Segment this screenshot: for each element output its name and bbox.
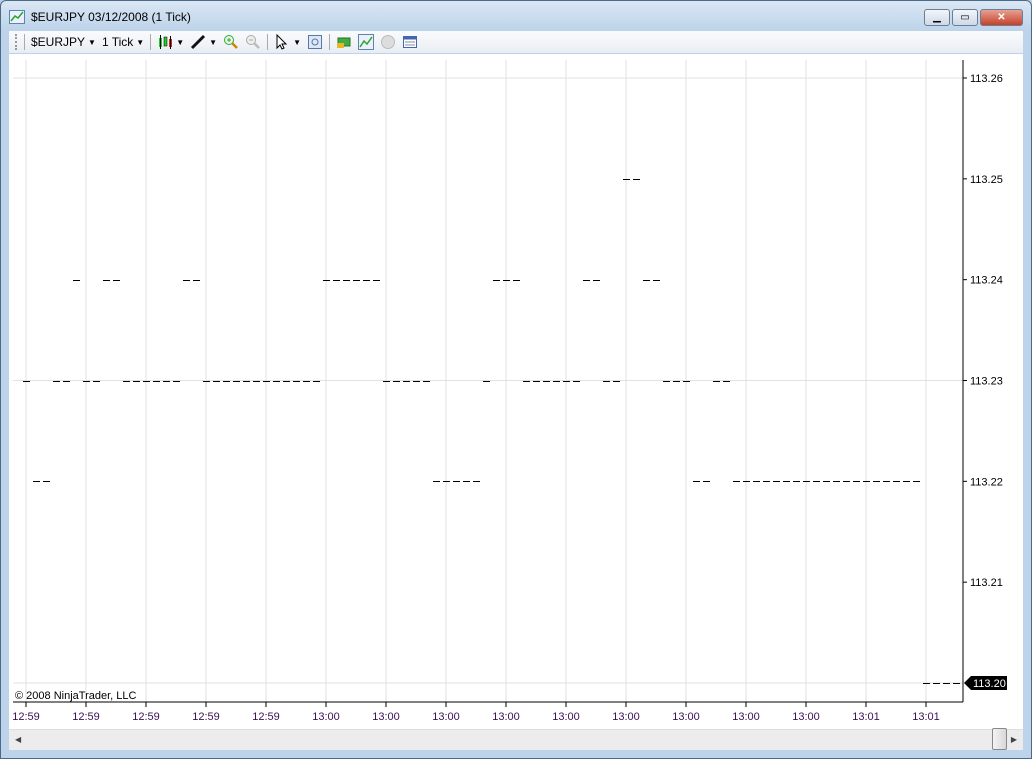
pointer-button[interactable]: ▼ — [274, 34, 301, 50]
horizontal-scrollbar[interactable]: ◀ ▶ — [9, 728, 1023, 750]
close-button[interactable]: ✕ — [980, 9, 1023, 26]
interval-label: 1 Tick — [101, 35, 134, 49]
drawing-tools-button[interactable]: ▼ — [190, 34, 217, 50]
x-tick-label: 13:00 — [492, 711, 520, 723]
x-tick-label: 13:01 — [912, 711, 940, 723]
y-tick-label: 113.21 — [970, 577, 1003, 589]
scroll-right-arrow-icon[interactable]: ▶ — [1010, 735, 1017, 744]
zoom-in-icon[interactable] — [223, 34, 239, 50]
window-title: $EURJPY 03/12/2008 (1 Tick) — [31, 10, 191, 24]
x-tick-label: 13:00 — [432, 711, 460, 723]
chart-style-button[interactable]: ▼ — [157, 34, 184, 50]
chevron-down-icon: ▼ — [293, 37, 301, 47]
copyright-text: © 2008 NinjaTrader, LLC — [15, 690, 136, 702]
separator — [150, 34, 152, 50]
tick-chart[interactable]: 12:59 12:59 12:59 12:59 12:59 13:00 13:00 13:00… — [9, 54, 1023, 729]
chevron-down-icon: ▼ — [209, 37, 218, 47]
scrollbar-thumb[interactable] — [992, 728, 1007, 750]
x-tick-label: 13:00 — [312, 711, 340, 723]
properties-icon[interactable] — [307, 34, 323, 50]
y-tick-label: 113.24 — [970, 275, 1003, 287]
scroll-left-arrow-icon[interactable]: ◀ — [15, 735, 22, 744]
chart-panel[interactable]: 12:59 12:59 12:59 12:59 12:59 13:00 13:00 13:00… — [9, 54, 1023, 729]
pointer-icon — [274, 34, 290, 50]
x-tick-label: 13:00 — [732, 711, 760, 723]
chart-app-icon — [9, 9, 25, 25]
last-price-label: 113.20 — [973, 678, 1006, 690]
strategy-icon[interactable] — [380, 34, 396, 50]
separator — [328, 34, 330, 50]
last-price-marker: 113.20 — [964, 676, 1007, 690]
x-tick-label: 13:00 — [792, 711, 820, 723]
y-tick-label: 113.22 — [970, 476, 1003, 488]
x-tick-label: 13:00 — [612, 711, 640, 723]
x-tick-label: 13:00 — [672, 711, 700, 723]
x-tick-label: 12:59 — [252, 711, 280, 723]
y-tick-label: 113.23 — [970, 376, 1003, 388]
x-tick-label: 12:59 — [72, 711, 100, 723]
x-tick-label: 13:01 — [852, 711, 880, 723]
chart-table-icon[interactable] — [402, 34, 418, 50]
maximize-button[interactable]: ▭ — [952, 9, 978, 26]
data-box-icon[interactable] — [336, 34, 352, 50]
instrument-label: $EURJPY — [31, 35, 86, 49]
x-tick-label: 13:00 — [552, 711, 580, 723]
toolbar-grip[interactable] — [15, 34, 18, 50]
chevron-down-icon: ▼ — [176, 37, 185, 47]
indicators-icon[interactable] — [357, 34, 374, 50]
y-tick-label: 113.26 — [970, 73, 1003, 85]
instrument-dropdown[interactable]: $EURJPY ▼ — [31, 35, 96, 49]
chart-toolbar: $EURJPY ▼ 1 Tick ▼ ▼ ▼ ▼ — [9, 31, 1023, 53]
x-tick-label: 13:00 — [372, 711, 400, 723]
zoom-out-icon[interactable] — [245, 34, 261, 50]
separator — [24, 34, 25, 50]
y-tick-label: 113.25 — [970, 174, 1003, 186]
interval-dropdown[interactable]: 1 Tick ▼ — [102, 35, 144, 49]
title-bar: $EURJPY 03/12/2008 (1 Tick) — [9, 7, 191, 27]
minimize-button[interactable]: ▁ — [924, 9, 950, 26]
chevron-down-icon: ▼ — [136, 37, 145, 47]
candlestick-style-icon — [157, 34, 173, 50]
draw-pen-icon — [190, 34, 206, 50]
x-tick-label: 12:59 — [12, 711, 40, 723]
x-tick-label: 12:59 — [192, 711, 220, 723]
x-tick-label: 12:59 — [132, 711, 160, 723]
chevron-down-icon: ▼ — [88, 37, 96, 47]
separator — [267, 34, 269, 50]
